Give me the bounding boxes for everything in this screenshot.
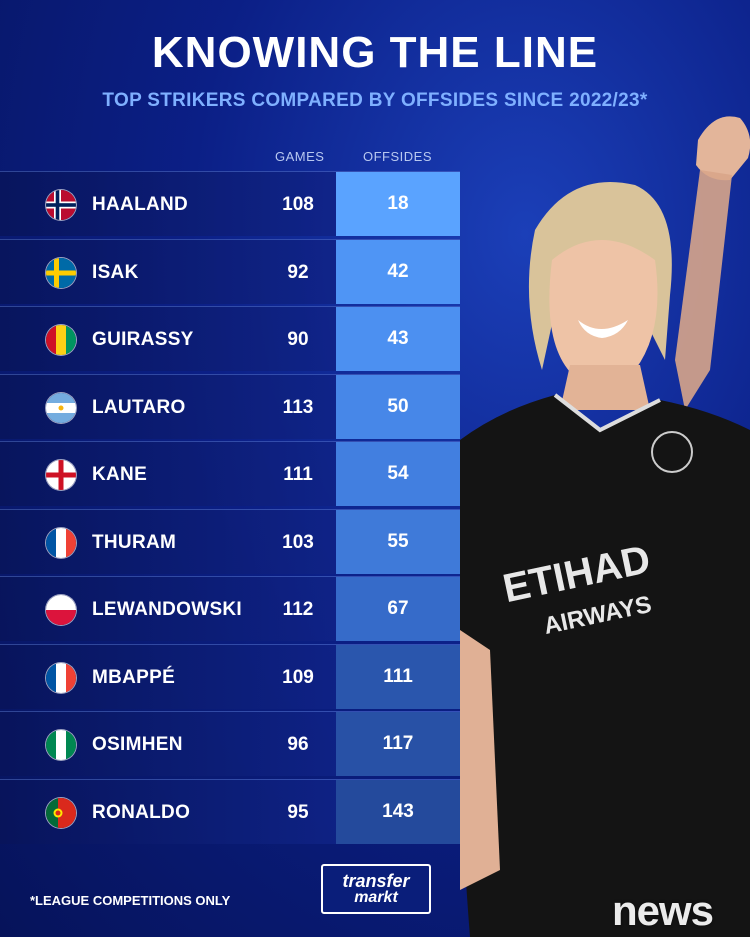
player-name: RONALDO	[92, 801, 191, 823]
guinea-flag-icon	[46, 325, 76, 355]
games-value: 108	[282, 194, 314, 215]
offsides-value: 50	[336, 374, 460, 439]
table-row: THURAM 103 55	[0, 508, 460, 574]
games-value: 90	[287, 329, 309, 350]
poland-flag-icon	[46, 595, 76, 625]
games-value: 112	[282, 599, 314, 620]
transfermarkt-logo: transfer markt	[321, 864, 431, 914]
table-row: ISAK 92 42	[0, 238, 460, 304]
offsides-value: 55	[336, 509, 460, 574]
player-name: LAUTARO	[92, 396, 186, 418]
player-name: MBAPPÉ	[92, 666, 176, 688]
column-header-offsides: OFFSIDES	[363, 149, 433, 164]
offsides-value: 43	[336, 307, 460, 371]
games-value: 111	[283, 464, 313, 485]
table-row: MBAPPÉ 109 111	[0, 643, 460, 709]
table-row: KANE 111 54	[0, 441, 460, 506]
offsides-value: 67	[336, 577, 460, 641]
table-row: LEWANDOWSKI 112 67	[0, 576, 460, 641]
player-name: HAALAND	[92, 194, 189, 215]
table-row: GUIRASSY 90 43	[0, 306, 460, 371]
games-value: 96	[287, 734, 309, 755]
sweden-flag-icon	[46, 257, 76, 288]
norway-flag-icon	[46, 190, 76, 220]
games-value: 113	[282, 396, 314, 418]
player-name: THURAM	[92, 531, 177, 553]
table-row: LAUTARO 113 50	[0, 373, 460, 439]
argentina-flag-icon	[46, 392, 76, 423]
logo-line-2: markt	[354, 889, 398, 906]
games-value: 95	[287, 801, 309, 823]
player-name: GUIRASSY	[92, 329, 194, 350]
portugal-flag-icon	[46, 797, 76, 828]
table-row: HAALAND 108 18	[0, 171, 460, 236]
offsides-value: 111	[336, 644, 460, 709]
games-value: 92	[287, 261, 309, 283]
strikers-table: HAALAND 108 18 ISAK 92 42 GUIRASSY 90 43…	[0, 171, 460, 846]
news-watermark: news	[612, 887, 714, 934]
table-row: OSIMHEN 96 117	[0, 711, 460, 776]
offsides-value: 42	[336, 239, 460, 304]
games-value: 109	[282, 666, 314, 688]
offsides-value: 143	[336, 779, 460, 844]
footnote: *LEAGUE COMPETITIONS ONLY	[30, 893, 231, 908]
offsides-value: 117	[336, 712, 460, 776]
france-flag-icon	[46, 527, 76, 558]
nigeria-flag-icon	[46, 730, 76, 760]
player-name: ISAK	[92, 261, 139, 283]
column-header-games: GAMES	[275, 149, 325, 164]
player-name: OSIMHEN	[92, 734, 183, 755]
table-row: RONALDO 95 143	[0, 778, 460, 844]
offsides-value: 18	[336, 172, 460, 236]
page-subtitle: TOP STRIKERS COMPARED BY OFFSIDES SINCE …	[102, 90, 648, 111]
france-flag-icon	[46, 662, 76, 693]
player-name: KANE	[92, 464, 148, 485]
offsides-value: 54	[336, 442, 460, 506]
page-title: KNOWING THE LINE	[151, 28, 599, 77]
player-name: LEWANDOWSKI	[92, 599, 243, 620]
player-photo: ETIHAD AIRWAYS	[460, 116, 750, 937]
logo-line-1: transfer	[342, 871, 410, 891]
england-flag-icon	[46, 460, 76, 490]
games-value: 103	[282, 531, 314, 553]
